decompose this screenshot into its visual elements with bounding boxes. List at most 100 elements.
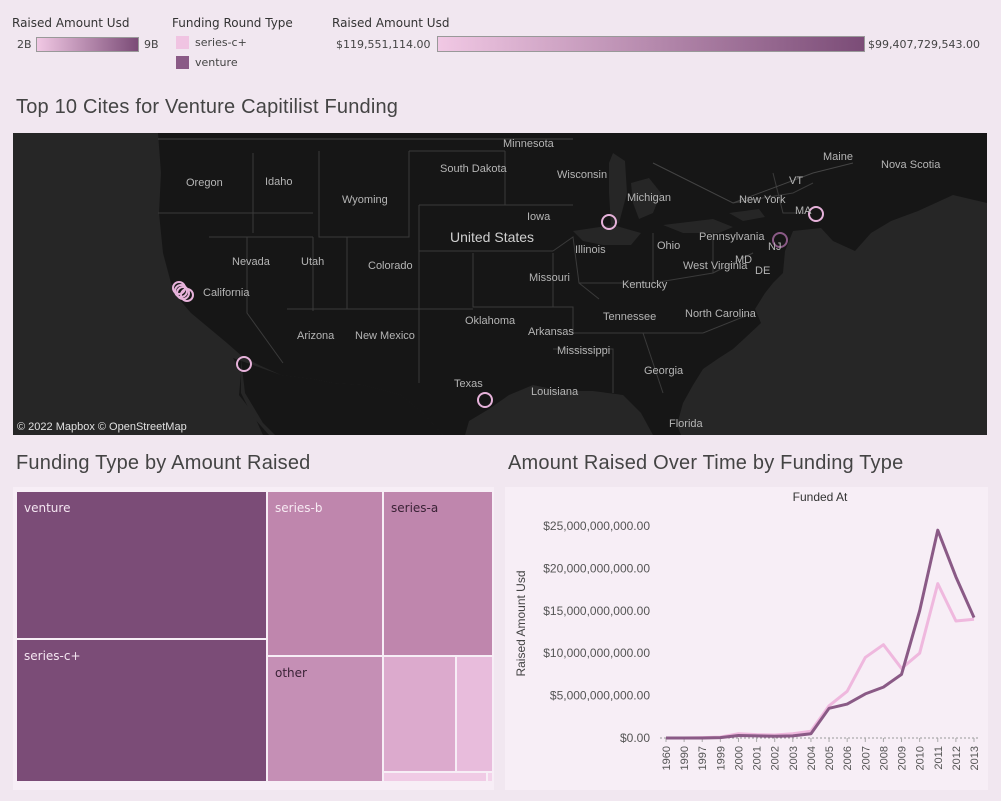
map-label: Kentucky — [622, 279, 668, 291]
x-tick-label: 1999 — [715, 746, 727, 770]
size-legend-title: Raised Amount Usd — [12, 16, 130, 30]
series-c-plus-legend-label[interactable]: series-c+ — [195, 36, 247, 49]
x-tick-label: 1990 — [679, 746, 691, 770]
map-label: Mississippi — [557, 345, 610, 357]
map-label: California — [203, 287, 250, 299]
map-label: MD — [735, 254, 752, 266]
city-markers — [172, 206, 824, 408]
x-tick-label: 2002 — [770, 746, 782, 770]
line-chart-title: Amount Raised Over Time by Funding Type — [508, 452, 904, 474]
treemap-title: Funding Type by Amount Raised — [16, 452, 311, 474]
size-legend-bar — [36, 37, 139, 52]
x-tick-label: 2013 — [969, 746, 981, 770]
treemap-cell-small-1[interactable] — [383, 656, 456, 772]
map-label: Pennsylvania — [699, 231, 765, 243]
map-label: Nova Scotia — [881, 159, 941, 171]
map-label: Illinois — [575, 244, 606, 256]
x-tick-label: 2008 — [878, 746, 890, 770]
x-tick-label: 2000 — [733, 746, 745, 770]
map-label: Maine — [823, 151, 853, 163]
city-marker-boston — [808, 206, 824, 222]
map-label: Arizona — [297, 330, 335, 342]
map-label: Michigan — [627, 192, 671, 204]
x-tick-label: 2005 — [824, 746, 836, 770]
map-label: Oregon — [186, 177, 223, 189]
line-chart[interactable]: Funded At Raised Amount Usd $0.00 $5,000,00… — [505, 487, 988, 790]
venture-legend-label[interactable]: venture — [195, 56, 238, 69]
x-tick-label: 2011 — [933, 746, 945, 770]
map-label: DE — [755, 265, 770, 277]
treemap-cell-small-4[interactable] — [487, 772, 493, 782]
color-legend-title: Raised Amount Usd — [332, 16, 450, 30]
y-tick-label: $5,000,000,000.00 — [550, 689, 650, 703]
y-tick-label: $10,000,000,000.00 — [543, 646, 650, 660]
map-label: Minnesota — [503, 138, 555, 150]
map-view[interactable]: Minnesota Maine Nova Scotia South Dakota… — [13, 133, 987, 435]
treemap-cell-small-3[interactable] — [383, 772, 487, 782]
line-chart-ylabel: Raised Amount Usd — [514, 570, 528, 676]
map-label: Florida — [669, 418, 704, 430]
map-label: Oklahoma — [465, 315, 516, 327]
color-legend-min: $119,551,114.00 — [336, 38, 431, 51]
x-tick-label: 2009 — [897, 746, 909, 770]
round-type-legend-title: Funding Round Type — [172, 16, 293, 30]
treemap-label-series-b: series-b — [275, 501, 323, 515]
treemap-cell-series-b[interactable]: series-b — [267, 491, 383, 656]
color-legend-max: $99,407,729,543.00 — [868, 38, 980, 51]
line-chart-panel: Funded At Raised Amount Usd $0.00 $5,000,00… — [505, 487, 988, 790]
x-tick-label: 2007 — [860, 746, 872, 770]
treemap-label-series-a: series-a — [391, 501, 439, 515]
x-tick-label: 2001 — [752, 746, 764, 770]
y-tick-label: $20,000,000,000.00 — [543, 561, 650, 575]
y-tick-label: $15,000,000,000.00 — [543, 604, 650, 618]
treemap-cell-series-c-plus[interactable]: series-c+ — [16, 639, 267, 782]
x-tick-label: 2003 — [788, 746, 800, 770]
x-tick-label: 2006 — [842, 746, 854, 770]
x-tick-label: 2012 — [951, 746, 963, 770]
y-tick-label: $25,000,000,000.00 — [543, 519, 650, 533]
treemap-label-other: other — [275, 666, 307, 680]
map-label: New Mexico — [355, 330, 415, 342]
size-legend-max: 9B — [144, 38, 159, 51]
map-label: Utah — [301, 256, 324, 268]
map-label: Ohio — [657, 240, 680, 252]
series-line-series-c-plus — [666, 582, 975, 740]
series-c-plus-swatch[interactable] — [176, 36, 189, 49]
map-label: MA — [795, 205, 812, 217]
map-label: Arkansas — [528, 326, 574, 338]
city-marker-chicago — [601, 214, 617, 230]
map-label: North Carolina — [685, 308, 757, 320]
map-label: Missouri — [529, 272, 570, 284]
map-attribution: © 2022 Mapbox © OpenStreetMap — [17, 421, 187, 433]
x-tick-label: 2010 — [915, 746, 927, 770]
map-label: VT — [789, 175, 803, 187]
venture-swatch[interactable] — [176, 56, 189, 69]
city-marker-new-york — [772, 232, 788, 248]
city-marker-san-diego — [236, 356, 252, 372]
map-label: Georgia — [644, 365, 684, 377]
treemap-cell-series-a[interactable]: series-a — [383, 491, 493, 656]
map-label: Wisconsin — [557, 169, 607, 181]
x-tick-label: 2004 — [806, 746, 818, 770]
map-canvas: Minnesota Maine Nova Scotia South Dakota… — [13, 133, 987, 435]
x-tick-label: 1997 — [697, 746, 709, 770]
treemap-cell-small-2[interactable] — [456, 656, 493, 772]
treemap-label-venture: venture — [24, 501, 71, 515]
map-label: Tennessee — [603, 311, 656, 323]
map-label: Colorado — [368, 260, 413, 272]
map-label: Wyoming — [342, 194, 388, 206]
city-marker-austin — [477, 392, 493, 408]
map-label: Louisiana — [531, 386, 579, 398]
x-tick-label: 1960 — [661, 746, 673, 770]
city-marker-mountain-view — [174, 284, 188, 298]
color-legend-bar — [437, 36, 865, 52]
map-label: United States — [450, 229, 534, 245]
map-label: Idaho — [265, 176, 293, 188]
map-label: Nevada — [232, 256, 271, 268]
map-label: Iowa — [527, 211, 551, 223]
size-legend-min: 2B — [17, 38, 32, 51]
series-line-venture — [666, 528, 976, 740]
map-label: New York — [739, 194, 786, 206]
treemap-cell-venture[interactable]: venture — [16, 491, 267, 639]
treemap-cell-other[interactable]: other — [267, 656, 383, 782]
